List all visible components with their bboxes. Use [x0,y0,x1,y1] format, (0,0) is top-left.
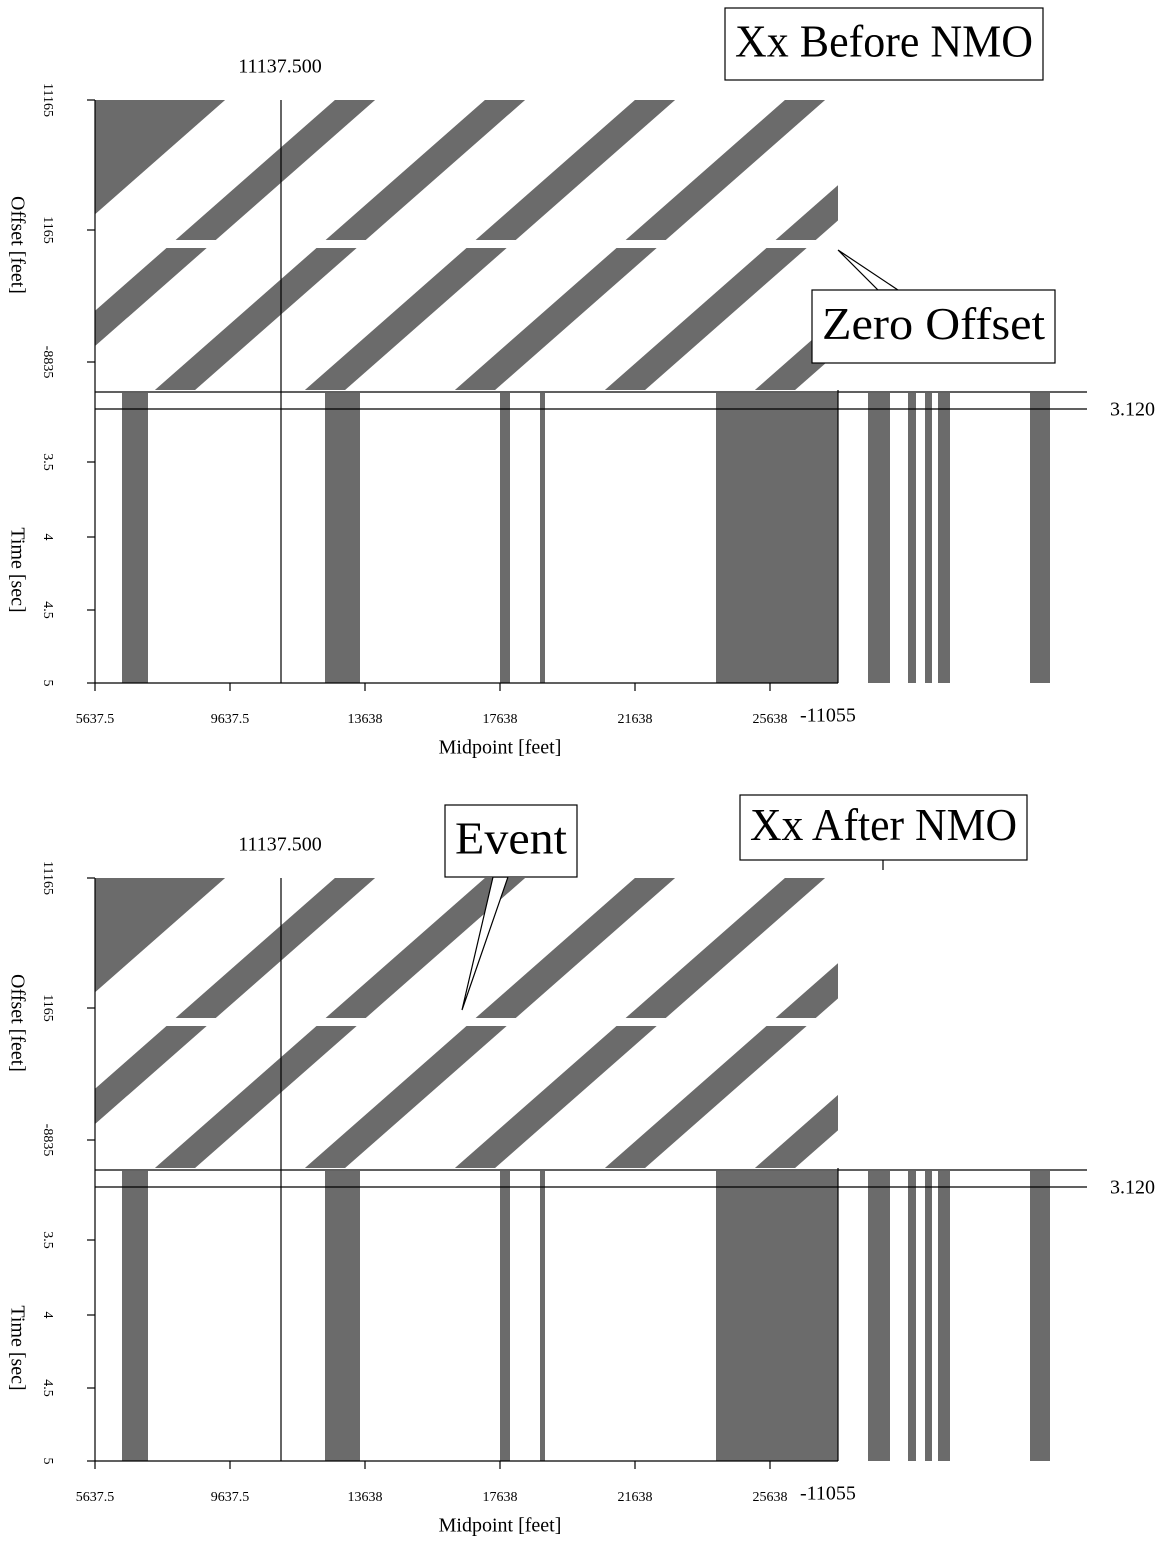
title: Xx After NMO [750,799,1017,850]
dead-trace [908,393,916,683]
time-tick-label: 4 [40,1312,55,1319]
offset-tick-label: -8835 [40,346,55,379]
annotation: Zero Offset [822,298,1045,349]
pointer [838,250,898,290]
offset-tick-label: 1165 [40,216,55,243]
panel: 11165 1165 -8835 3.5 4 4.5 5 5637.5 9637.5 13638 1… [0,795,1170,1537]
dead-trace [908,1171,916,1461]
midpoint-tick-label: 9637.5 [211,1490,250,1505]
dead-trace [716,1171,838,1461]
midpoint-tick-label: 5637.5 [76,1490,115,1505]
dead-trace [925,1171,932,1461]
zero-offset-line [95,1018,838,1026]
crosshair-label: -11055 [800,705,856,727]
midpoint-tick-label: 5637.5 [76,712,115,727]
figure: 11165 1165 -8835 3.5 4 4.5 5 5637.5 9637.5 13638 1… [0,0,1170,1545]
zero-offset-line [95,240,838,248]
dead-trace [938,1171,950,1461]
dead-trace [122,1171,148,1461]
dead-trace [925,393,932,683]
dead-trace [868,393,890,683]
axis-label: Offset [feet] [6,974,28,1072]
crosshair-label: -11055 [800,1483,856,1505]
dead-trace [716,393,838,683]
midpoint-tick-label: 9637.5 [211,712,250,727]
axis-label: Midpoint [feet] [439,737,562,759]
midpoint-tick-label: 17638 [483,712,518,727]
dead-trace [122,393,148,683]
time-tick-label: 4.5 [40,601,55,619]
dead-trace [500,393,510,683]
midpoint-tick-label: 21638 [618,712,653,727]
panel: 11165 1165 -8835 3.5 4 4.5 5 5637.5 9637.5 13638 1… [0,8,1170,759]
title: Xx Before NMO [735,16,1033,67]
axis-label: Midpoint [feet] [439,1515,562,1537]
crosshair-label: 3.120 [1110,1177,1155,1199]
midpoint-tick-label: 13638 [348,1490,383,1505]
offset-texture [0,878,1170,1168]
crosshair-label: 11137.500 [238,834,322,856]
dead-trace [540,393,545,683]
dead-trace [540,1171,545,1461]
axis-label: Offset [feet] [6,196,28,294]
midpoint-tick-label: 25638 [753,712,788,727]
midpoint-tick-label: 21638 [618,1490,653,1505]
time-tick-label: 4.5 [40,1379,55,1397]
midpoint-tick-label: 13638 [348,712,383,727]
dead-trace [1030,393,1050,683]
time-tick-label: 3.5 [40,453,55,471]
crosshair-label: 3.120 [1110,399,1155,421]
crosshair-label: 11137.500 [238,56,322,78]
axis-label: Time [sec] [6,527,28,612]
dead-trace [325,393,360,683]
midpoint-tick-label: 17638 [483,1490,518,1505]
offset-tick-label: 11165 [40,861,55,895]
time-tick-label: 3.5 [40,1231,55,1249]
dead-trace [1030,1171,1050,1461]
midpoint-tick-label: 25638 [753,1490,788,1505]
offset-tick-label: 1165 [40,994,55,1021]
strip [795,878,1170,1168]
dead-trace [938,393,950,683]
time-tick-label: 5 [40,680,55,687]
dead-trace [500,1171,510,1461]
annotation: Event [455,813,567,864]
dead-trace [325,1171,360,1461]
time-tick-label: 5 [40,1458,55,1465]
offset-tick-label: 11165 [40,83,55,117]
strip [795,878,1170,1168]
offset-tick-label: -8835 [40,1124,55,1157]
dead-trace [868,1171,890,1461]
axis-label: Time [sec] [6,1305,28,1390]
time-tick-label: 4 [40,534,55,541]
